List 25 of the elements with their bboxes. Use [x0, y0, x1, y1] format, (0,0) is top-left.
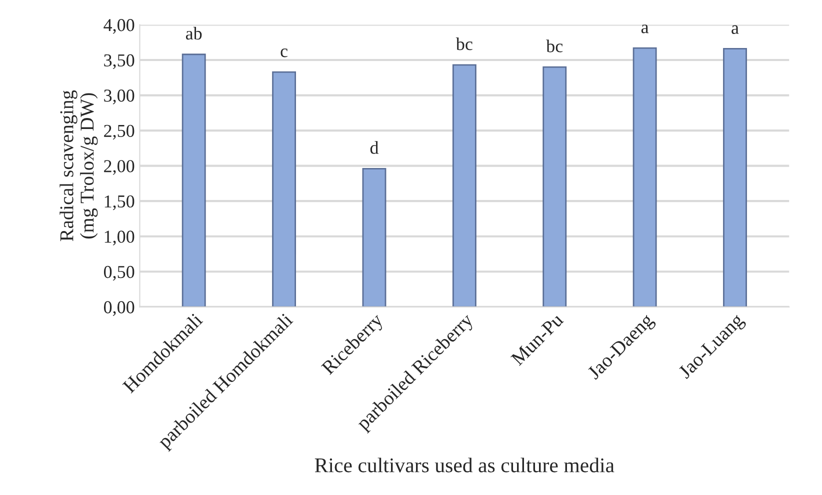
bar: [452, 64, 476, 307]
bar: [542, 66, 567, 307]
y-tick-label: 3,50: [104, 54, 134, 70]
y-axis-title: Radical scavenging (mg Trolox/g DW): [60, 90, 98, 242]
annotation: d: [370, 141, 379, 154]
y-tick-label: 0,50: [104, 266, 134, 281]
annotation: a: [732, 25, 739, 34]
y-tick-label: 2,00: [104, 160, 134, 175]
bar: [272, 71, 296, 307]
annotation: bc: [456, 37, 472, 50]
bar: [182, 54, 206, 307]
bar: [723, 48, 747, 307]
annotation: bc: [546, 40, 563, 52]
annotation: c: [280, 48, 288, 58]
bar: [362, 168, 386, 307]
annotation: a: [641, 24, 649, 34]
bar: [632, 47, 657, 307]
y-tick-label: 2,50: [104, 124, 134, 140]
y-tick-label: 1,00: [104, 230, 134, 246]
y-tick-label: 4,00: [104, 19, 134, 34]
y-tick-label: 0,00: [104, 301, 134, 316]
x-axis-title: Rice cultivars used as culture media: [314, 458, 614, 472]
y-tick-label: 1,50: [104, 195, 134, 210]
annotation: ab: [186, 26, 202, 40]
y-tick-label: 3,00: [104, 90, 134, 104]
